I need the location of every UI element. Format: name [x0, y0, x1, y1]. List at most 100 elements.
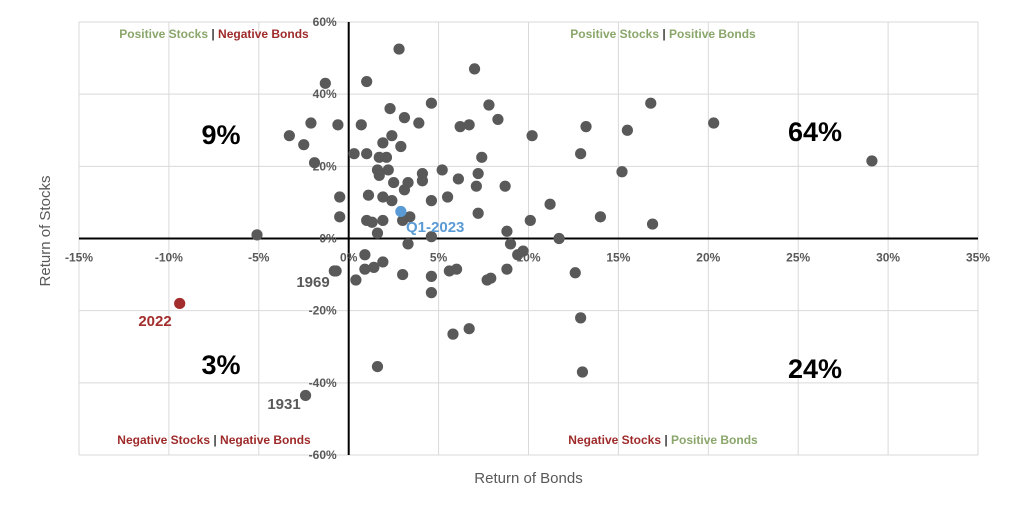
data-point — [441, 191, 454, 203]
data-point — [425, 270, 438, 282]
y-tick-label: 60% — [313, 15, 337, 29]
data-point — [463, 323, 475, 335]
data-point — [454, 121, 466, 133]
quadrant-percent-top-right: 64% — [788, 117, 842, 147]
x-tick-label: -5% — [248, 251, 270, 265]
data-point — [569, 267, 581, 279]
data-point — [468, 63, 481, 75]
data-point — [575, 312, 587, 324]
highlighted-data-point — [395, 205, 407, 218]
y-tick-label: 40% — [313, 87, 337, 101]
data-point — [517, 245, 529, 257]
x-tick-label: 0% — [340, 251, 358, 265]
data-point — [866, 155, 878, 167]
data-point — [594, 211, 607, 223]
data-point — [397, 214, 409, 227]
data-point — [425, 97, 438, 109]
data-point — [485, 272, 497, 284]
data-point — [334, 211, 346, 223]
data-point — [308, 157, 321, 169]
x-tick-label: 30% — [876, 251, 900, 265]
x-tick-label: 15% — [606, 251, 630, 265]
quadrant-percent-bottom-right: 24% — [788, 354, 842, 384]
data-point — [413, 117, 425, 129]
quadrant-label-top-left-bonds: Negative Bonds — [218, 27, 309, 41]
y-axis-title: Return of Stocks — [37, 176, 54, 287]
annotation-2022: 2022 — [138, 313, 171, 330]
data-point — [377, 256, 389, 268]
data-point — [395, 140, 407, 153]
quadrant-label-top-right: Positive Stocks | Positive Bonds — [570, 27, 756, 41]
quadrant-label-bottom-right-bonds: Positive Bonds — [671, 433, 758, 447]
data-point — [472, 207, 484, 219]
x-axis-title: Return of Bonds — [474, 470, 582, 487]
data-point — [334, 191, 346, 203]
data-point — [499, 180, 511, 192]
data-point — [645, 97, 657, 109]
data-point — [436, 164, 448, 176]
data-point — [305, 117, 317, 129]
y-tick-label: 0% — [319, 232, 337, 246]
data-point — [386, 130, 398, 142]
data-point — [621, 124, 633, 136]
data-point — [386, 195, 398, 207]
data-point — [380, 151, 393, 163]
data-point — [377, 214, 389, 227]
data-point — [359, 249, 371, 261]
data-point — [470, 180, 482, 192]
quadrant-label-top-left-stocks: Positive Stocks — [119, 27, 208, 41]
data-point — [524, 214, 536, 227]
quadrant-label-bottom-left-stocks: Negative Stocks — [117, 433, 210, 447]
data-point — [492, 113, 504, 126]
data-point — [483, 99, 495, 111]
x-tick-label: 25% — [786, 251, 810, 265]
grid-lines — [78, 21, 979, 456]
y-tick-label: -40% — [309, 376, 337, 390]
data-point — [576, 366, 589, 378]
annotation-1931: 1931 — [267, 396, 300, 413]
data-point — [393, 43, 405, 55]
data-point — [397, 268, 409, 281]
y-tick-label: -20% — [309, 304, 337, 318]
x-tick-label: 5% — [430, 251, 448, 265]
highlighted-data-point — [299, 389, 312, 402]
quadrant-label-bottom-left-bonds: Negative Bonds — [220, 433, 311, 447]
x-tick-label: -15% — [65, 251, 93, 265]
data-point — [388, 176, 400, 189]
data-point — [553, 232, 565, 245]
x-tick-label: 20% — [696, 251, 720, 265]
y-tick-label: -60% — [309, 448, 337, 462]
data-point — [402, 238, 414, 250]
data-point — [544, 198, 556, 210]
quadrant-label-separator: | — [208, 27, 218, 41]
data-point — [373, 169, 385, 181]
data-point — [402, 176, 414, 189]
annotation-q1-2023: Q1-2023 — [406, 219, 464, 236]
data-point — [463, 119, 475, 131]
data-point — [377, 137, 389, 149]
data-point — [319, 77, 331, 89]
data-point — [384, 103, 396, 115]
data-point — [616, 166, 628, 178]
data-point — [377, 191, 389, 203]
quadrant-label-bottom-right-stocks: Negative Stocks — [568, 433, 661, 447]
quadrant-label-bottom-right: Negative Stocks | Positive Bonds — [568, 433, 758, 447]
data-point — [472, 167, 484, 180]
data-point — [425, 287, 438, 299]
data-point — [382, 164, 394, 176]
quadrant-label-separator: | — [661, 433, 671, 447]
data-point — [398, 112, 411, 124]
data-point — [371, 227, 384, 239]
data-point — [580, 121, 592, 133]
x-tick-label: -10% — [155, 251, 183, 265]
highlighted-data-point — [330, 265, 342, 277]
data-point — [283, 130, 295, 142]
data-point — [447, 328, 459, 340]
axes — [79, 22, 978, 455]
quadrant-label-separator: | — [659, 27, 669, 41]
data-point — [501, 263, 513, 275]
highlighted-data-point — [174, 297, 186, 310]
data-points — [174, 43, 878, 402]
data-point — [362, 189, 375, 201]
data-point — [332, 119, 344, 131]
